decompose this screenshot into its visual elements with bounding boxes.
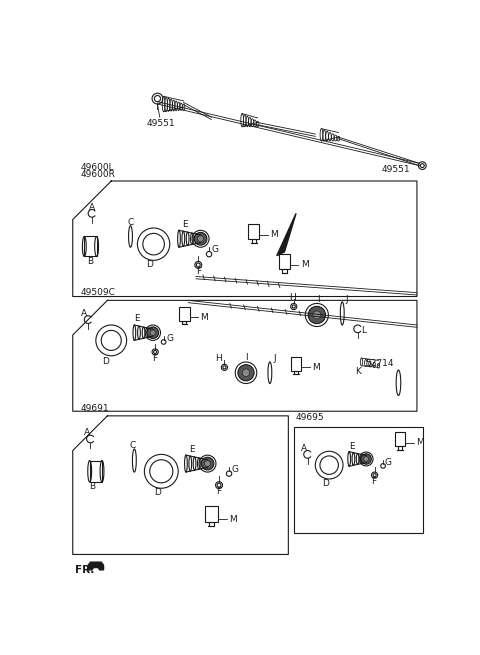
Text: G: G bbox=[385, 458, 392, 467]
Circle shape bbox=[204, 460, 210, 466]
Bar bbox=[282, 269, 287, 273]
Circle shape bbox=[201, 457, 214, 470]
Text: E: E bbox=[189, 445, 195, 454]
Bar bbox=[279, 253, 290, 269]
Polygon shape bbox=[88, 562, 104, 570]
Text: M: M bbox=[300, 261, 309, 269]
Circle shape bbox=[242, 369, 250, 377]
Text: C: C bbox=[130, 441, 136, 449]
Text: M: M bbox=[416, 438, 424, 447]
Text: A: A bbox=[89, 202, 95, 212]
Text: E: E bbox=[134, 314, 140, 324]
Text: B: B bbox=[89, 482, 95, 491]
Text: F: F bbox=[371, 477, 376, 486]
Text: K: K bbox=[355, 367, 360, 376]
Bar bbox=[209, 522, 214, 527]
Text: L: L bbox=[361, 326, 366, 335]
Text: H: H bbox=[215, 354, 222, 363]
Text: A: A bbox=[81, 309, 87, 318]
Text: C: C bbox=[127, 218, 133, 227]
Text: F: F bbox=[153, 354, 158, 363]
Text: D: D bbox=[146, 261, 153, 269]
Text: J: J bbox=[346, 295, 348, 304]
Text: J: J bbox=[273, 354, 276, 364]
Text: E: E bbox=[182, 220, 188, 229]
Circle shape bbox=[198, 236, 204, 242]
Bar bbox=[179, 307, 190, 320]
Text: 49691: 49691 bbox=[81, 403, 109, 413]
Text: B: B bbox=[86, 257, 93, 265]
Text: 49695: 49695 bbox=[296, 413, 324, 422]
Polygon shape bbox=[277, 214, 296, 255]
Circle shape bbox=[238, 365, 254, 381]
Text: M: M bbox=[312, 363, 320, 372]
Text: H: H bbox=[289, 293, 296, 302]
Bar bbox=[90, 460, 102, 482]
Text: G: G bbox=[212, 245, 219, 254]
Bar bbox=[291, 357, 301, 371]
Circle shape bbox=[308, 307, 325, 324]
Circle shape bbox=[147, 327, 158, 339]
Bar bbox=[294, 426, 423, 533]
Text: F: F bbox=[216, 487, 222, 496]
Text: 49600L: 49600L bbox=[81, 162, 114, 172]
Text: F: F bbox=[196, 267, 201, 276]
Text: 49600R: 49600R bbox=[81, 170, 115, 179]
Text: 52714: 52714 bbox=[365, 359, 394, 368]
Bar bbox=[395, 432, 406, 446]
Circle shape bbox=[361, 454, 372, 464]
Bar bbox=[252, 239, 256, 243]
Circle shape bbox=[364, 457, 369, 461]
Text: I: I bbox=[317, 295, 320, 304]
Bar bbox=[182, 320, 186, 324]
Text: M: M bbox=[229, 515, 237, 523]
Text: M: M bbox=[270, 231, 277, 240]
Circle shape bbox=[194, 233, 207, 245]
Text: I: I bbox=[245, 353, 247, 362]
Bar bbox=[294, 371, 298, 374]
Bar bbox=[248, 223, 260, 239]
Bar bbox=[84, 236, 96, 257]
Text: 49551: 49551 bbox=[147, 119, 176, 128]
Text: D: D bbox=[154, 489, 161, 497]
Text: A: A bbox=[300, 443, 307, 453]
Text: 49551: 49551 bbox=[382, 165, 410, 174]
Text: G: G bbox=[166, 334, 173, 343]
Bar bbox=[398, 446, 402, 449]
Text: M: M bbox=[201, 313, 208, 322]
Circle shape bbox=[150, 330, 156, 335]
Text: D: D bbox=[102, 357, 108, 365]
Text: E: E bbox=[349, 442, 355, 451]
Text: D: D bbox=[322, 479, 329, 488]
Text: 49509C: 49509C bbox=[81, 288, 115, 297]
Bar bbox=[205, 506, 217, 522]
Text: A: A bbox=[84, 428, 90, 438]
Text: FR.: FR. bbox=[75, 565, 95, 575]
Text: G: G bbox=[232, 465, 239, 474]
Circle shape bbox=[313, 311, 321, 319]
